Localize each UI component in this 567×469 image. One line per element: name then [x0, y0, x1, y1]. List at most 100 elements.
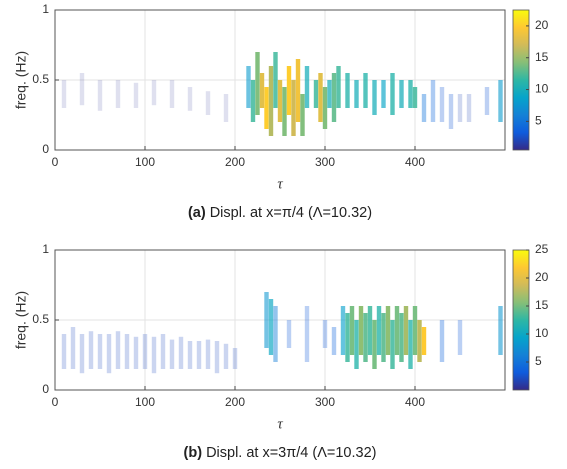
y-tick-label: 0.5 — [32, 72, 49, 86]
spectral-segment — [390, 320, 395, 369]
spectral-segment — [336, 66, 341, 108]
spectral-segment — [322, 87, 328, 129]
spectral-segment — [61, 334, 67, 369]
colorbar-tick-label: 15 — [535, 50, 549, 64]
x-tick-label: 400 — [405, 155, 425, 169]
spectral-segment — [439, 87, 445, 122]
spectral-segment — [250, 80, 256, 122]
spectral-segment — [106, 334, 112, 374]
spectral-segment — [169, 339, 175, 369]
x-axis-label: τ — [277, 176, 283, 192]
spectral-segment — [97, 334, 103, 369]
spectral-segment — [417, 320, 422, 362]
spectral-segment — [345, 313, 350, 362]
spectral-segment — [354, 320, 359, 369]
spectral-segment — [340, 306, 346, 355]
y-tick-label: 0 — [42, 382, 49, 396]
spectral-segment — [214, 341, 220, 374]
colorbar-tick-label: 10 — [535, 326, 549, 340]
y-axis-label: freq. (Hz) — [13, 291, 29, 349]
colorbar — [512, 9, 530, 151]
spectral-segment — [498, 80, 503, 122]
spectral-segment — [259, 73, 265, 108]
x-tick-label: 200 — [225, 155, 245, 169]
spectral-segment — [205, 339, 211, 369]
spectral-segment — [115, 80, 121, 108]
y-tick-label: 1 — [42, 2, 49, 16]
x-tick-label: 0 — [52, 395, 59, 409]
x-tick-label: 200 — [225, 395, 245, 409]
spectral-segment — [291, 80, 296, 136]
spectral-segment — [264, 292, 269, 348]
spectral-segment — [331, 73, 337, 122]
colorbar-tick-label: 20 — [535, 18, 549, 32]
y-tick-label: 0.5 — [32, 312, 49, 326]
spectral-segment — [97, 80, 103, 111]
spectral-segment — [484, 87, 490, 115]
spectral-segment — [390, 73, 395, 115]
panel-label: (a) — [188, 205, 206, 221]
x-tick-label: 300 — [315, 155, 335, 169]
spectral-segment — [304, 66, 310, 108]
spectral-segment — [399, 80, 404, 108]
panel-label: (b) — [184, 445, 203, 461]
spectral-segment — [187, 341, 193, 369]
spectral-segment — [331, 327, 337, 355]
spectral-segment — [187, 87, 193, 111]
spectral-segment — [403, 306, 409, 355]
spectral-segment — [273, 306, 278, 362]
y-tick-label: 1 — [42, 242, 49, 256]
spectral-segment — [421, 327, 427, 355]
spectral-segment — [439, 320, 445, 362]
caption: (b) Displ. at x=3π/4 (Λ=10.32) — [184, 445, 377, 461]
spectral-segment — [142, 334, 148, 369]
spectral-segment — [300, 94, 305, 136]
colorbar — [512, 249, 530, 391]
x-tick-label: 100 — [135, 155, 155, 169]
spectral-segment — [448, 94, 454, 129]
spectral-segment — [286, 66, 292, 115]
spectral-segment — [408, 320, 413, 369]
spectral-segment — [295, 59, 301, 122]
spectral-segment — [381, 313, 386, 362]
spectral-segment — [354, 80, 359, 108]
spectral-segment — [255, 52, 260, 115]
colorbar-tick-label: 20 — [535, 270, 549, 284]
spectral-segment — [457, 94, 463, 122]
spectral-segment — [394, 306, 400, 355]
spectral-segment — [160, 334, 166, 369]
colorbar-tick-label: 15 — [535, 298, 549, 312]
spectral-segment — [61, 80, 67, 108]
caption-title: Displ. at x=3π/4 (Λ=10.32) — [206, 445, 376, 461]
spectral-segment — [277, 80, 283, 122]
colorbar-tick-label: 5 — [535, 354, 542, 368]
spectral-segment — [268, 66, 274, 136]
spectral-segment — [385, 306, 391, 355]
colorbar-tick-label: 10 — [535, 82, 549, 96]
spectral-segment — [70, 327, 76, 369]
spectral-segment — [133, 82, 139, 108]
colorbar-tick-label: 5 — [535, 114, 542, 128]
x-tick-label: 0 — [52, 155, 59, 169]
spectral-segment — [313, 80, 319, 108]
spectral-segment — [115, 331, 121, 369]
spectral-segment — [286, 320, 292, 348]
spectral-segment — [466, 94, 472, 122]
spectral-segment — [457, 320, 463, 355]
spectral-segment — [151, 336, 157, 374]
spectral-segment — [349, 306, 355, 355]
y-axis-label: freq. (Hz) — [13, 51, 29, 109]
spectral-segment — [412, 87, 418, 108]
spectral-segment — [88, 331, 94, 369]
spectral-segment — [273, 52, 278, 108]
spectral-segment — [79, 73, 85, 106]
spectral-segment — [282, 87, 287, 136]
spectral-segment — [223, 94, 229, 122]
spectral-segment — [232, 348, 238, 369]
spectral-segment — [399, 313, 404, 362]
spectral-segment — [372, 320, 377, 369]
spectral-segment — [363, 313, 368, 362]
caption-title: Displ. at x=π/4 (Λ=10.32) — [210, 205, 372, 221]
spectral-segment — [169, 80, 175, 108]
